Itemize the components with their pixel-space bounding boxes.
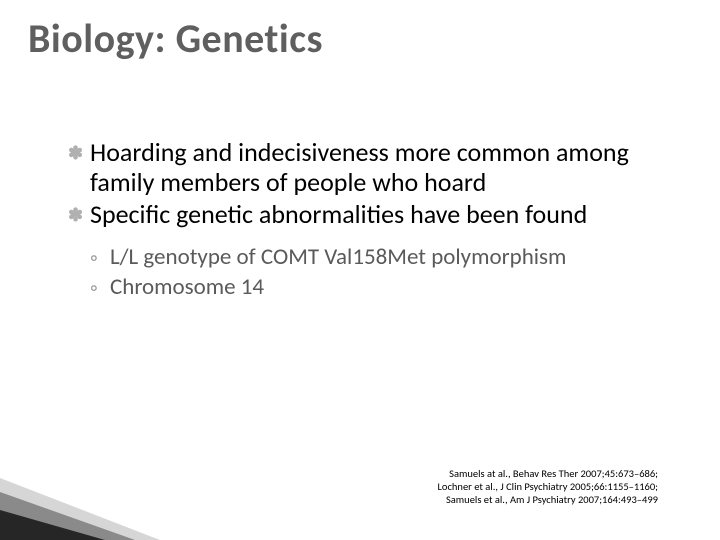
bullet-text: Specific genetic abnormalities have been… — [90, 200, 668, 230]
corner-accent-icon — [0, 470, 230, 540]
bullet-icon: ✽ — [68, 138, 90, 168]
slide: Biology: Genetics ✽ Hoarding and indecis… — [0, 0, 720, 540]
sub-bullet-icon: ◦ — [90, 244, 110, 272]
sub-bullet-list: ◦ L/L genotype of COMT Val158Met polymor… — [90, 244, 668, 302]
bullet-item: ✽ Specific genetic abnormalities have be… — [68, 200, 668, 230]
slide-body: ✽ Hoarding and indecisiveness more commo… — [68, 138, 668, 304]
slide-title: Biology: Genetics — [28, 14, 323, 63]
bullet-icon: ✽ — [68, 200, 90, 230]
sub-bullet-text: L/L genotype of COMT Val158Met polymorph… — [110, 244, 668, 270]
sub-bullet-icon: ◦ — [90, 274, 110, 302]
sub-bullet-item: ◦ Chromosome 14 — [90, 274, 668, 302]
citation-text: Samuels at al., Behav Res Ther 2007;45:6… — [422, 467, 658, 506]
sub-bullet-text: Chromosome 14 — [110, 274, 668, 300]
bullet-text: Hoarding and indecisiveness more common … — [90, 138, 668, 198]
bullet-item: ✽ Hoarding and indecisiveness more commo… — [68, 138, 668, 198]
sub-bullet-item: ◦ L/L genotype of COMT Val158Met polymor… — [90, 244, 668, 272]
